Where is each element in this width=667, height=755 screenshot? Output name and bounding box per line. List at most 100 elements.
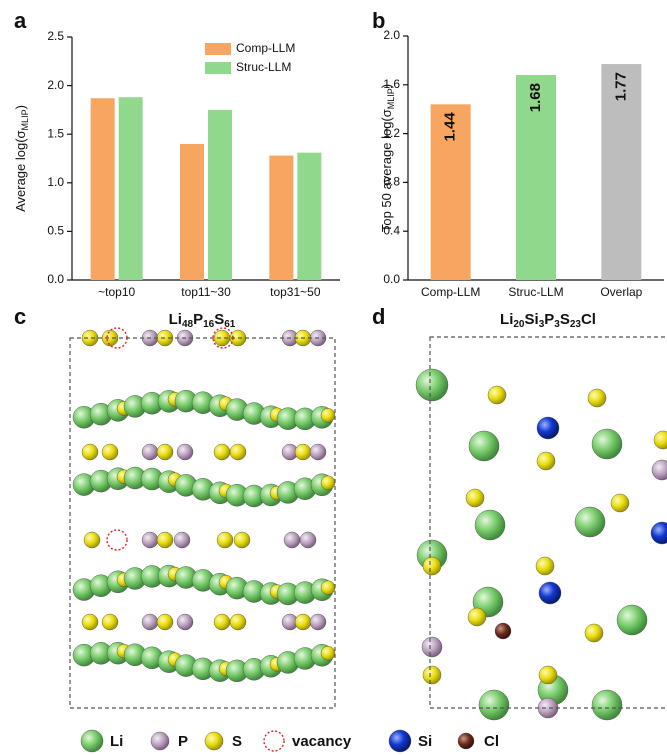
x-tick-label: ~top10 [98,285,135,299]
atom [310,444,326,460]
vacancy [107,530,127,550]
atom [214,444,230,460]
element: S [560,311,570,328]
bar [269,156,293,280]
element: Cl [581,311,596,328]
y-tick-label: 2.0 [383,28,400,42]
x-tick-label: Comp-LLM [421,285,480,299]
atom [536,557,554,575]
atom [84,532,100,548]
y-tick-label: 2.5 [47,29,64,43]
atom [538,698,558,718]
atom [588,389,606,407]
atom [151,732,169,750]
legend-label: S [232,733,242,750]
legend-label: vacancy [292,733,352,750]
x-tick-label: top31~50 [270,285,321,299]
atom [617,605,647,635]
atom [466,489,484,507]
y-label-sub: MLIP [20,109,30,130]
atom [205,732,223,750]
atom [321,581,335,595]
atom [284,532,300,548]
legend-label: Comp-LLM [236,41,295,55]
atom [142,614,158,630]
atom [230,444,246,460]
atom [611,494,629,512]
atom [321,408,335,422]
data-label: 1.44 [442,112,459,142]
atom [142,444,158,460]
atom [575,507,605,537]
legend-swatch [205,43,231,55]
legend-label: P [178,733,188,750]
atom [592,690,622,720]
atom [81,730,103,752]
atom [539,666,557,684]
element: Li [169,311,182,328]
y-tick-label: 1.6 [383,77,400,91]
atom [310,614,326,630]
atom [592,429,622,459]
atom [295,444,311,460]
atom [479,690,509,720]
bar [180,144,204,280]
atom [654,431,667,449]
structure-formula: Li20Si3P3S23Cl [500,311,596,330]
atom [157,444,173,460]
y-axis-label: Average log(σMLIP) [13,105,30,212]
atom [174,532,190,548]
element: S [214,311,224,328]
panel-label: d [372,304,385,329]
x-tick-label: Overlap [600,285,642,299]
atom [177,444,193,460]
atom [475,510,505,540]
element: Li [500,311,513,328]
atom [102,444,118,460]
count: 23 [570,319,582,330]
structure-d [416,369,667,720]
atom [321,646,335,660]
y-label-text: ) [13,105,28,109]
legend-label: Li [110,733,123,750]
element: P [193,311,203,328]
data-label: 1.77 [612,72,629,101]
y-tick-label: 1.5 [47,126,64,140]
atom [537,452,555,470]
panel-label: a [14,8,27,33]
atom [458,733,474,749]
atom [389,730,411,752]
y-tick-label: 0.5 [47,224,64,238]
atom [416,369,448,401]
atom [177,614,193,630]
atom [469,431,499,461]
atom [217,532,233,548]
bar [208,110,232,280]
atom [585,624,603,642]
y-tick-label: 1.0 [47,175,64,189]
atom [295,614,311,630]
vacancy [264,731,284,751]
legend-label: Cl [484,733,499,750]
y-tick-label: 0.8 [383,175,400,189]
atom [82,444,98,460]
legend-label: Struc-LLM [236,60,291,74]
bar [119,97,143,280]
x-tick-label: Struc-LLM [508,285,563,299]
legend-swatch [205,62,231,74]
y-label-text: Average log(σ [13,130,28,212]
atom [157,532,173,548]
x-tick-label: top11~30 [181,285,231,299]
structure-c [73,328,335,682]
count: 20 [513,319,525,330]
cell-box [430,337,667,708]
atom [652,460,667,480]
y-tick-label: 1.2 [383,126,400,140]
bar [297,153,321,280]
atom [539,582,561,604]
y-tick-label: 0.0 [47,272,64,286]
atom [300,532,316,548]
count: 48 [182,319,194,330]
atom [423,557,441,575]
atom [651,522,667,544]
